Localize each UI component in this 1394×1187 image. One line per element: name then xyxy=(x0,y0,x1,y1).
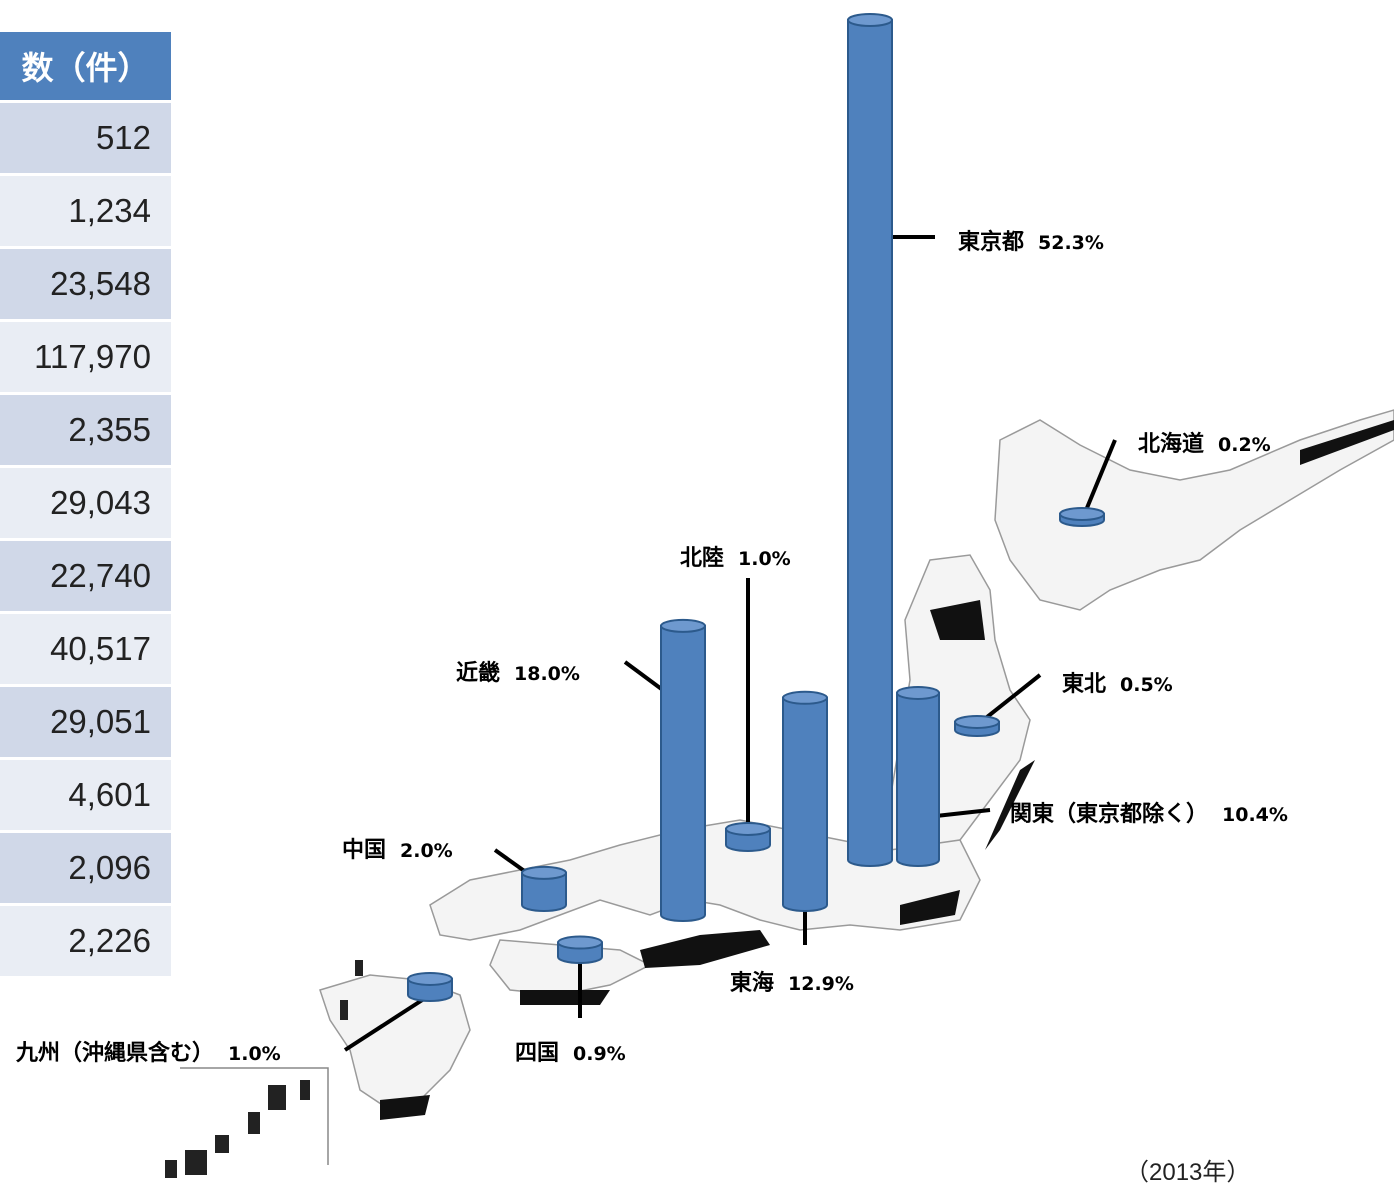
region-label: 九州（沖縄県含む） 1.0% xyxy=(16,1035,281,1067)
table-row: 4,601 xyxy=(0,760,171,830)
table-row: 2,096 xyxy=(0,833,171,903)
region-label: 近畿 18.0% xyxy=(456,655,580,687)
leader-九州（沖縄県含む） xyxy=(343,993,432,1052)
region-percent: 52.3% xyxy=(1038,232,1104,254)
region-percent: 12.9% xyxy=(788,973,854,995)
japan-map xyxy=(165,409,1394,1178)
bar-九州（沖縄県含む） xyxy=(407,971,453,1002)
region-label: 四国 0.9% xyxy=(515,1035,626,1067)
table-row: 22,740 xyxy=(0,541,171,611)
table-row: 40,517 xyxy=(0,614,171,684)
region-label: 東海 12.9% xyxy=(730,965,854,997)
region-label: 東北 0.5% xyxy=(1062,666,1173,698)
coastline-shadow xyxy=(380,1095,430,1120)
region-name: 東海 xyxy=(730,971,775,996)
small-island xyxy=(248,1112,260,1134)
table-row: 29,043 xyxy=(0,468,171,538)
table-row: 512 xyxy=(0,103,171,173)
coastline-shadow xyxy=(900,890,960,925)
year-note: （2013年） xyxy=(1125,1159,1251,1186)
bar-北海道 xyxy=(1059,507,1105,527)
region-percent: 18.0% xyxy=(514,663,580,685)
table-row: 1,234 xyxy=(0,176,171,246)
region-percent: 0.2% xyxy=(1218,434,1271,456)
bar-東北 xyxy=(954,714,1000,737)
small-island xyxy=(185,1150,207,1175)
region-label: 東京都 52.3% xyxy=(958,224,1104,256)
small-island xyxy=(340,1000,348,1020)
count-table: 数（件） 512 1,234 23,548 117,970 2,355 29,043 22,… xyxy=(0,32,171,976)
region-label: 中国 2.0% xyxy=(342,832,453,864)
bar-四国 xyxy=(557,935,603,964)
region-name: 四国 xyxy=(515,1041,560,1066)
small-island xyxy=(165,1160,177,1178)
region-label: 関東（東京都除く） 10.4% xyxy=(1010,796,1288,828)
table-row: 2,226 xyxy=(0,906,171,976)
coastline-shadow xyxy=(1300,420,1394,465)
region-percent: 0.5% xyxy=(1120,674,1173,696)
region-name: 九州（沖縄県含む） xyxy=(16,1041,215,1066)
okinawa-frame xyxy=(180,1067,329,1165)
region-percent: 0.9% xyxy=(573,1043,626,1065)
table-row: 23,548 xyxy=(0,249,171,319)
coastline-shadow xyxy=(520,990,610,1005)
region-name: 北陸 xyxy=(680,546,725,571)
small-island xyxy=(215,1135,229,1153)
small-island xyxy=(300,1080,310,1100)
bar-関東（東京都除く） xyxy=(896,685,940,867)
region-percent: 10.4% xyxy=(1222,804,1288,826)
table-row: 29,051 xyxy=(0,687,171,757)
region-percent: 1.0% xyxy=(228,1043,281,1065)
region-label: 北海道 0.2% xyxy=(1138,426,1271,458)
cylinder-bars xyxy=(407,13,1105,1002)
region-name: 北海道 xyxy=(1138,432,1205,457)
region-name: 近畿 xyxy=(456,661,501,686)
bar-中国 xyxy=(521,865,567,912)
small-island xyxy=(355,960,363,976)
region-percent: 1.0% xyxy=(738,548,791,570)
island-shape xyxy=(994,409,1394,611)
small-island xyxy=(268,1085,286,1110)
region-name: 中国 xyxy=(342,838,387,863)
bar-近畿 xyxy=(660,618,706,922)
table-row: 117,970 xyxy=(0,322,171,392)
leader-北海道 xyxy=(1080,439,1117,521)
table-header: 数（件） xyxy=(0,32,171,100)
bar-東京都 xyxy=(847,13,893,867)
bar-北陸 xyxy=(725,821,771,852)
region-name: 関東（東京都除く） xyxy=(1010,802,1209,827)
coastline-shadow xyxy=(930,600,985,640)
region-name: 東京都 xyxy=(958,230,1025,255)
region-label: 北陸 1.0% xyxy=(680,540,791,572)
coastline-shadow xyxy=(985,760,1035,850)
region-name: 東北 xyxy=(1062,672,1107,697)
bar-東海 xyxy=(782,690,828,912)
region-percent: 2.0% xyxy=(400,840,453,862)
coastline-shadow xyxy=(640,930,770,968)
table-row: 2,355 xyxy=(0,395,171,465)
